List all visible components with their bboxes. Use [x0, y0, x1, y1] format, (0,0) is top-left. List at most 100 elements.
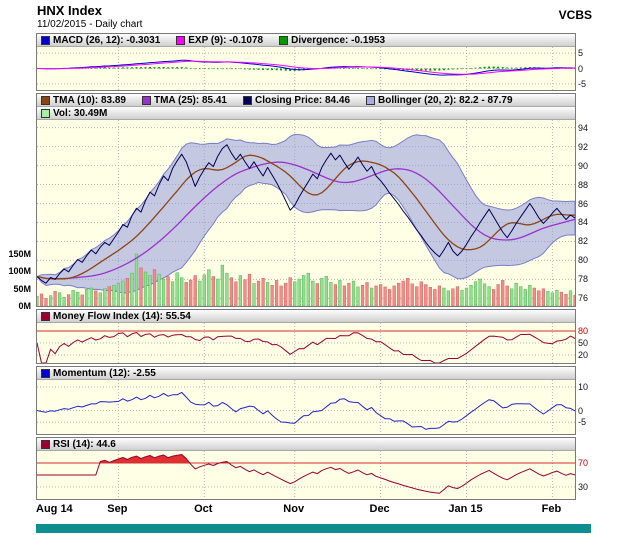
y-tick-label: 82	[578, 236, 589, 247]
volume-y-axis: 150M 100M 50M 0M	[0, 120, 33, 311]
rsi-line	[37, 454, 575, 494]
legend-item-momentum: Momentum (12): -2.55	[41, 368, 156, 379]
footer-bar	[36, 524, 591, 533]
momentum-chart-canvas	[37, 380, 575, 434]
mfi-legend-label: Money Flow Index (14): 55.54	[53, 310, 191, 322]
tma25-color-swatch	[141, 95, 151, 105]
legend-item-tma10: TMA (10): 83.89	[41, 95, 126, 106]
x-axis-month-label: Aug 14	[36, 503, 73, 515]
y-tick-label: 150M	[8, 249, 31, 259]
x-axis-month-label: Oct	[194, 503, 213, 515]
momentum-plot-area[interactable]	[37, 380, 575, 434]
rsi-chart-canvas	[37, 451, 575, 499]
y-tick-label: 86	[578, 198, 589, 209]
y-tick-label: -5	[578, 417, 587, 428]
closing-price-line	[37, 144, 575, 284]
chart-subtitle: 11/02/2015 - Daily chart	[37, 19, 143, 30]
momentum-legend: Momentum (12): -2.55	[37, 367, 575, 380]
bollinger-color-swatch	[366, 95, 376, 105]
y-tick-label: 84	[578, 217, 589, 228]
momentum-legend-label: Momentum (12): -2.55	[53, 367, 156, 379]
legend-item-rsi: RSI (14): 44.6	[41, 439, 116, 450]
y-tick-label: -5	[578, 78, 587, 89]
y-tick-label: 100M	[8, 266, 31, 277]
momentum-color-swatch	[41, 368, 50, 378]
y-tick-label: 76	[578, 293, 589, 304]
tma25-legend-label: TMA (25): 85.41	[153, 94, 227, 106]
volume-legend: Vol: 30.49M	[37, 107, 575, 120]
macd-y-axis: 5 0 -5	[578, 47, 618, 90]
y-tick-label: 0	[578, 405, 584, 416]
page-title: HNX Index	[37, 3, 103, 18]
close-color-swatch	[242, 95, 252, 105]
mfi-plot-area[interactable]	[37, 323, 575, 363]
momentum-panel: Momentum (12): -2.55	[36, 366, 576, 435]
volume-legend-label: Vol: 30.49M	[53, 107, 108, 119]
y-tick-label: 20	[578, 350, 589, 360]
legend-item-volume: Vol: 30.49M	[41, 108, 107, 119]
brand-logo: VCBS	[558, 8, 592, 22]
bollinger-band	[37, 133, 575, 294]
divergence-color-swatch	[279, 35, 289, 45]
tma25-line	[37, 161, 575, 280]
y-tick-label: 78	[578, 274, 589, 285]
momentum-line	[37, 391, 575, 430]
exp-color-swatch	[176, 35, 186, 45]
macd-plot-area[interactable]	[37, 47, 575, 90]
overbought-fill	[99, 454, 190, 463]
y-tick-label: 50	[578, 338, 589, 348]
tma10-line	[37, 154, 575, 280]
y-tick-label: 88	[578, 179, 589, 190]
y-tick-label: 10	[578, 382, 589, 393]
legend-item-tma25: TMA (25): 85.41	[141, 94, 227, 106]
rsi-plot-area[interactable]	[37, 451, 575, 499]
mfi-y-axis: 80 50 20	[578, 323, 618, 363]
legend-item-close: Closing Price: 84.46	[242, 94, 351, 106]
rsi-color-swatch	[41, 439, 50, 449]
divergence-legend-label: Divergence: -0.1953	[291, 34, 386, 46]
y-tick-label: 30	[578, 482, 589, 492]
exp-legend-label: EXP (9): -0.1078	[188, 34, 264, 46]
close-legend-label: Closing Price: 84.46	[254, 94, 351, 106]
price-panel: TMA (10): 83.89 TMA (25): 85.41 Closing …	[36, 93, 576, 307]
macd-legend-label: MACD (26, 12): -0.3031	[53, 34, 161, 46]
y-tick-label: 70	[578, 458, 589, 468]
x-axis-month-label: Nov	[283, 503, 305, 515]
macd-panel: MACD (26, 12): -0.3031 EXP (9): -0.1078 …	[36, 33, 576, 91]
legend-item-mfi: Money Flow Index (14): 55.54	[41, 311, 191, 322]
mfi-legend: Money Flow Index (14): 55.54	[37, 310, 575, 323]
y-tick-label: 90	[578, 160, 589, 171]
x-axis-month-label: Feb	[541, 503, 562, 515]
x-axis-month-label: Dec	[369, 503, 390, 515]
mfi-color-swatch	[41, 311, 50, 321]
price-plot-area[interactable]	[37, 120, 575, 306]
legend-item-divergence: Divergence: -0.1953	[279, 35, 385, 46]
y-tick-label: 94	[578, 122, 589, 133]
y-tick-label: 0M	[18, 301, 31, 311]
y-tick-label: 50M	[13, 283, 31, 294]
price-chart-canvas	[37, 120, 575, 306]
mfi-panel: Money Flow Index (14): 55.54	[36, 309, 576, 364]
y-tick-label: 80	[578, 255, 589, 266]
mfi-line	[37, 332, 575, 363]
x-axis-month-label: Sep	[107, 503, 128, 515]
tma10-legend-label: TMA (10): 83.89	[53, 94, 126, 106]
macd-chart-canvas	[37, 47, 575, 90]
y-tick-label: 5	[578, 48, 584, 59]
rsi-legend: RSI (14): 44.6	[37, 438, 575, 451]
price-legend: TMA (10): 83.89 TMA (25): 85.41 Closing …	[37, 94, 575, 107]
rsi-y-axis: 70 30	[578, 451, 618, 499]
rsi-panel: RSI (14): 44.6	[36, 437, 576, 500]
bollinger-legend-label: Bollinger (20, 2): 82.2 - 87.79	[378, 94, 513, 106]
volume-color-swatch	[41, 108, 50, 118]
y-tick-label: 92	[578, 141, 589, 152]
x-axis-month-label: Jan 15	[448, 503, 483, 515]
macd-color-swatch	[41, 35, 50, 45]
x-axis: Aug 14 Sep Oct Nov Dec Jan 15 Feb	[36, 503, 606, 518]
mfi-chart-canvas	[37, 323, 575, 363]
macd-line	[37, 59, 575, 76]
y-tick-label: 80	[578, 326, 589, 336]
legend-item-exp: EXP (9): -0.1078	[176, 35, 263, 46]
rsi-legend-label: RSI (14): 44.6	[53, 438, 116, 450]
exp-signal-line	[37, 60, 575, 75]
